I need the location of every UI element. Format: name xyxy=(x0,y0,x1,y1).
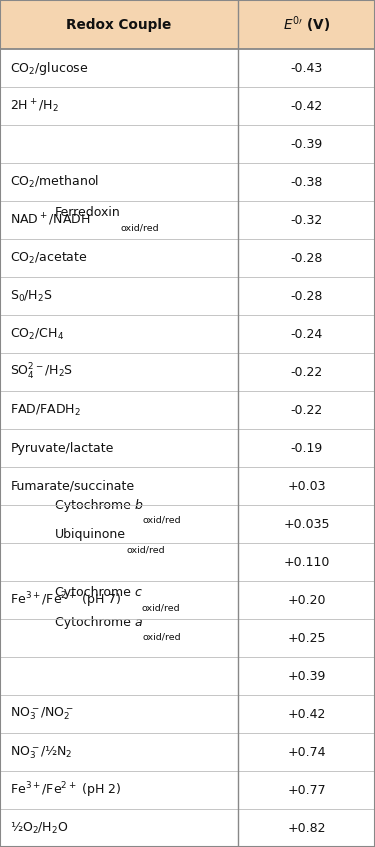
Text: +0.110: +0.110 xyxy=(284,556,330,568)
Text: -0.32: -0.32 xyxy=(290,213,322,227)
Text: CO$_2$/acetate: CO$_2$/acetate xyxy=(10,251,88,266)
Text: 2H$^+$/H$_2$: 2H$^+$/H$_2$ xyxy=(10,97,59,115)
Bar xyxy=(0,353,375,391)
Bar xyxy=(0,315,375,353)
Text: Pyruvate/lactate: Pyruvate/lactate xyxy=(10,441,114,455)
Text: SO$_4^{2-}$/H$_2$S: SO$_4^{2-}$/H$_2$S xyxy=(10,362,74,382)
Bar xyxy=(0,543,375,581)
Text: -0.22: -0.22 xyxy=(290,366,322,379)
Bar xyxy=(0,733,375,771)
Bar xyxy=(0,581,375,619)
Bar xyxy=(0,0,375,49)
Text: Cytochrome: Cytochrome xyxy=(55,616,135,628)
Text: CO$_2$/methanol: CO$_2$/methanol xyxy=(10,174,99,191)
Text: oxid/red: oxid/red xyxy=(142,604,180,612)
Bar xyxy=(0,695,375,733)
Text: CO$_2$/CH$_4$: CO$_2$/CH$_4$ xyxy=(10,327,64,341)
Text: Cytochrome: Cytochrome xyxy=(55,499,135,512)
Bar xyxy=(0,619,375,657)
Text: -0.39: -0.39 xyxy=(290,137,322,151)
Text: CO$_2$/glucose: CO$_2$/glucose xyxy=(10,59,89,76)
Text: +0.39: +0.39 xyxy=(287,669,326,683)
Text: NO$_3^-$/NO$_2^-$: NO$_3^-$/NO$_2^-$ xyxy=(10,706,75,722)
Bar xyxy=(0,277,375,315)
Text: c: c xyxy=(135,586,142,600)
Text: Fe$^{3+}$/Fe$^{2+}$ (pH 2): Fe$^{3+}$/Fe$^{2+}$ (pH 2) xyxy=(10,780,122,800)
Text: -0.22: -0.22 xyxy=(290,403,322,417)
Bar xyxy=(0,771,375,809)
Text: Ferredoxin: Ferredoxin xyxy=(55,206,121,219)
Text: ½O$_2$/H$_2$O: ½O$_2$/H$_2$O xyxy=(10,820,69,836)
Bar xyxy=(0,49,375,87)
Text: Ubiquinone: Ubiquinone xyxy=(55,528,126,541)
Text: -0.28: -0.28 xyxy=(290,290,323,302)
Text: Fe$^{3+}$/Fe$^{2+}$ (pH 7): Fe$^{3+}$/Fe$^{2+}$ (pH 7) xyxy=(10,590,122,610)
Text: a: a xyxy=(135,616,142,628)
Text: +0.82: +0.82 xyxy=(287,822,326,834)
Text: +0.42: +0.42 xyxy=(287,707,326,721)
Bar xyxy=(0,125,375,163)
Bar xyxy=(0,505,375,543)
Text: oxid/red: oxid/red xyxy=(143,516,182,525)
Bar xyxy=(0,657,375,695)
Text: -0.43: -0.43 xyxy=(290,62,322,75)
Text: Fumarate/succinate: Fumarate/succinate xyxy=(10,479,135,493)
Text: +0.77: +0.77 xyxy=(287,783,326,796)
Text: +0.03: +0.03 xyxy=(287,479,326,493)
Bar xyxy=(0,239,375,277)
Text: Cytochrome: Cytochrome xyxy=(55,586,135,600)
Text: oxid/red: oxid/red xyxy=(126,545,165,554)
Text: oxid/red: oxid/red xyxy=(121,224,159,232)
Text: -0.38: -0.38 xyxy=(290,175,323,189)
Bar xyxy=(0,87,375,125)
Bar xyxy=(0,201,375,239)
Text: b: b xyxy=(135,499,143,512)
Text: $\mathit{E}^{0\prime}$ (V): $\mathit{E}^{0\prime}$ (V) xyxy=(283,14,330,35)
Text: Redox Couple: Redox Couple xyxy=(66,18,172,31)
Text: +0.74: +0.74 xyxy=(287,745,326,759)
Text: S$_0$/H$_2$S: S$_0$/H$_2$S xyxy=(10,289,53,303)
Bar xyxy=(0,429,375,467)
Text: -0.24: -0.24 xyxy=(290,328,322,340)
Bar xyxy=(0,809,375,847)
Bar xyxy=(0,163,375,201)
Text: NO$_3^-$/½N$_2$: NO$_3^-$/½N$_2$ xyxy=(10,744,73,761)
Text: +0.20: +0.20 xyxy=(287,594,326,606)
Bar xyxy=(0,467,375,505)
Text: -0.42: -0.42 xyxy=(290,100,322,113)
Text: +0.25: +0.25 xyxy=(287,632,326,645)
Text: FAD/FADH$_2$: FAD/FADH$_2$ xyxy=(10,402,82,418)
Text: NAD$^+$/NADH: NAD$^+$/NADH xyxy=(10,212,91,228)
Bar xyxy=(0,391,375,429)
Text: -0.19: -0.19 xyxy=(290,441,322,455)
Text: +0.035: +0.035 xyxy=(284,518,330,530)
Text: oxid/red: oxid/red xyxy=(142,633,181,642)
Text: -0.28: -0.28 xyxy=(290,252,323,264)
